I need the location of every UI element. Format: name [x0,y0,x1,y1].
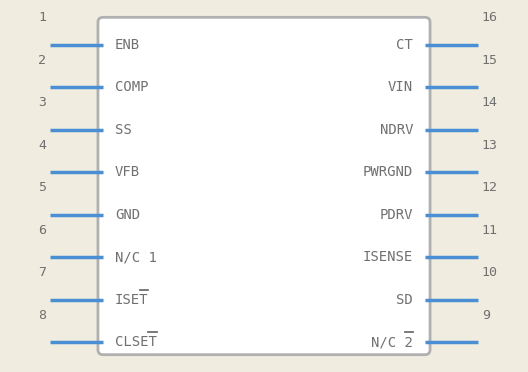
Text: VFB: VFB [115,165,140,179]
Text: 8: 8 [38,309,46,322]
Text: 6: 6 [38,224,46,237]
Text: N/C 1: N/C 1 [115,250,157,264]
FancyBboxPatch shape [98,17,430,355]
Text: ISENSE: ISENSE [363,250,413,264]
Text: ISET: ISET [115,293,148,307]
Text: 3: 3 [38,96,46,109]
Text: 10: 10 [482,266,498,279]
Text: PWRGND: PWRGND [363,165,413,179]
Text: 5: 5 [38,181,46,194]
Text: COMP: COMP [115,80,148,94]
Text: ENB: ENB [115,38,140,52]
Text: 9: 9 [482,309,490,322]
Text: 7: 7 [38,266,46,279]
Text: N/C 2: N/C 2 [371,335,413,349]
Text: 11: 11 [482,224,498,237]
Text: 13: 13 [482,139,498,152]
Text: 2: 2 [38,54,46,67]
Text: SD: SD [397,293,413,307]
Text: CLSET: CLSET [115,335,157,349]
Text: 16: 16 [482,11,498,24]
Text: VIN: VIN [388,80,413,94]
Text: 15: 15 [482,54,498,67]
Text: 1: 1 [38,11,46,24]
Text: 14: 14 [482,96,498,109]
Text: SS: SS [115,123,131,137]
Text: 4: 4 [38,139,46,152]
Text: CT: CT [397,38,413,52]
Text: PDRV: PDRV [380,208,413,222]
Text: GND: GND [115,208,140,222]
Text: NDRV: NDRV [380,123,413,137]
Text: 12: 12 [482,181,498,194]
